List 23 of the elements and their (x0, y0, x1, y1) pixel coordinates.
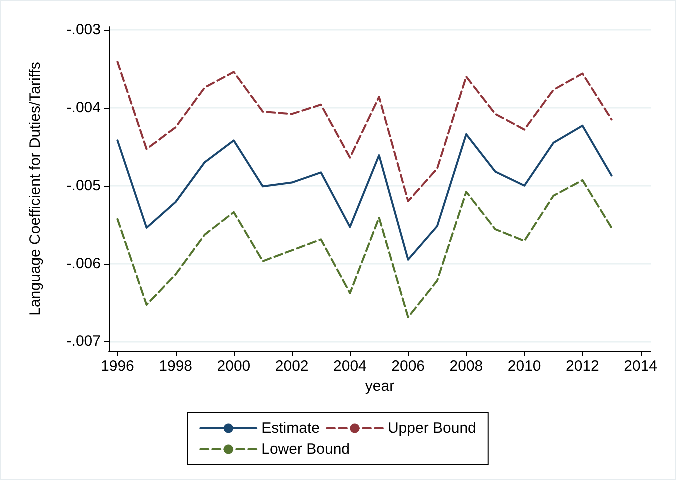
y-tick-label: -.003 (66, 22, 101, 39)
legend-label: Lower Bound (262, 441, 350, 458)
x-tick-label: 2008 (450, 358, 484, 375)
line-series (116, 61, 613, 202)
y-tick-label: -.004 (66, 100, 101, 116)
x-tick-label: 2010 (508, 358, 542, 375)
legend-label: Upper Bound (388, 420, 476, 437)
x-tick-label: 1996 (101, 358, 134, 375)
y-axis-title: Language Coefficient for Duties/Tariffs (27, 62, 44, 316)
legend-label: Estimate (262, 420, 320, 437)
y-tick-label: -.007 (66, 333, 101, 350)
x-tick-label: 1998 (159, 358, 193, 375)
y-tick-label: -.005 (66, 177, 101, 194)
y-tick-label: -.006 (66, 255, 101, 272)
x-tick-label: 2006 (392, 358, 426, 375)
x-axis-title: year (365, 378, 395, 395)
x-tick-label: 2000 (217, 358, 251, 375)
x-tick-label: 2004 (334, 358, 367, 375)
x-tick-label: 2014 (624, 358, 658, 375)
line-series (116, 124, 613, 261)
line-series (116, 179, 613, 319)
x-tick-label: 2002 (275, 358, 309, 375)
x-tick-label: 2012 (566, 358, 600, 375)
